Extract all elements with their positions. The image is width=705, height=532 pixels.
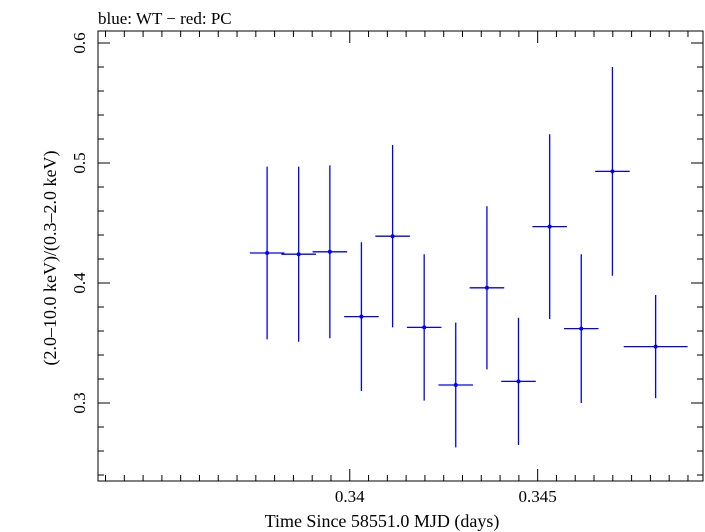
y-axis-label: (2.0–10.0 keV)/(0.3–2.0 keV) <box>40 151 61 366</box>
data-point <box>375 145 410 328</box>
data-point <box>312 165 348 339</box>
data-point <box>595 67 630 276</box>
data-point <box>563 254 599 403</box>
x-axis-label: Time Since 58551.0 MJD (days) <box>265 511 500 532</box>
data-point <box>281 166 316 342</box>
y-tick-label: 0.5 <box>70 152 89 173</box>
point-marker <box>453 383 458 387</box>
y-tick-label: 0.4 <box>70 272 89 294</box>
point-marker <box>390 234 395 239</box>
data-point <box>406 254 442 401</box>
chart-title: blue: WT − red: PC <box>98 9 232 28</box>
data-point <box>469 206 505 370</box>
point-marker <box>265 251 270 255</box>
x-tick-label: 0.345 <box>519 487 557 506</box>
data-point <box>438 322 474 448</box>
point-marker <box>610 169 615 174</box>
point-marker <box>327 249 332 254</box>
y-tick-label: 0.3 <box>70 392 89 413</box>
point-marker <box>484 285 489 290</box>
data-point <box>249 166 285 340</box>
point-marker <box>547 224 552 229</box>
point-marker <box>579 326 584 331</box>
point-marker <box>359 314 364 319</box>
y-tick-label: 0.6 <box>70 32 89 53</box>
data-points <box>249 67 688 448</box>
data-point <box>344 242 379 391</box>
point-marker <box>296 252 301 257</box>
point-marker <box>422 325 427 330</box>
x-tick-label: 0.34 <box>335 487 365 506</box>
y-axis-ticks: 0.3 0.4 0.5 0.6 <box>70 32 703 476</box>
x-axis-ticks: 0.34 0.345 <box>105 31 689 506</box>
data-point <box>623 295 688 399</box>
point-marker <box>653 344 658 349</box>
plot-frame <box>97 30 704 482</box>
data-point <box>532 134 567 319</box>
point-marker <box>516 379 521 384</box>
data-point <box>501 317 536 445</box>
